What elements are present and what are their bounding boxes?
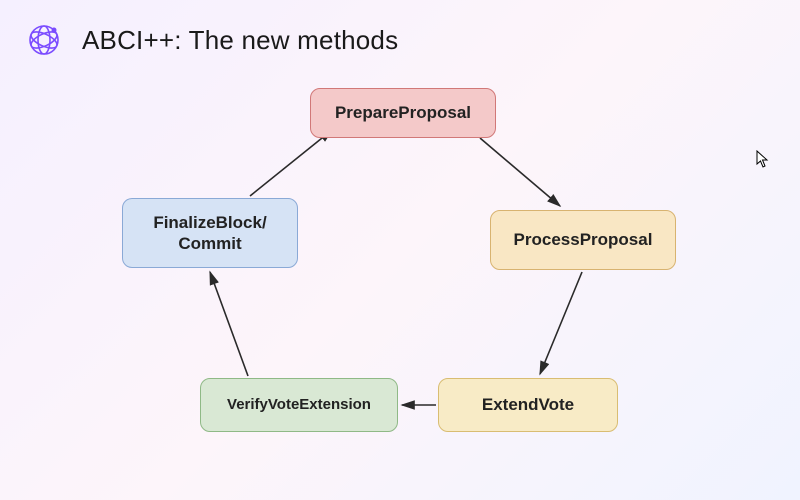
cursor-icon	[756, 150, 770, 171]
edge-prepare-to-process	[480, 138, 560, 206]
flow-node-extend: ExtendVote	[438, 378, 618, 432]
flow-node-process: ProcessProposal	[490, 210, 676, 270]
flow-node-prepare: PrepareProposal	[310, 88, 496, 138]
edge-process-to-extend	[540, 272, 582, 374]
edge-verify-to-finalize	[210, 272, 248, 376]
edge-finalize-to-prepare	[250, 130, 332, 196]
flow-node-finalize: FinalizeBlock/Commit	[122, 198, 298, 268]
flow-node-verify: VerifyVoteExtension	[200, 378, 398, 432]
flowchart-edges	[0, 0, 800, 500]
